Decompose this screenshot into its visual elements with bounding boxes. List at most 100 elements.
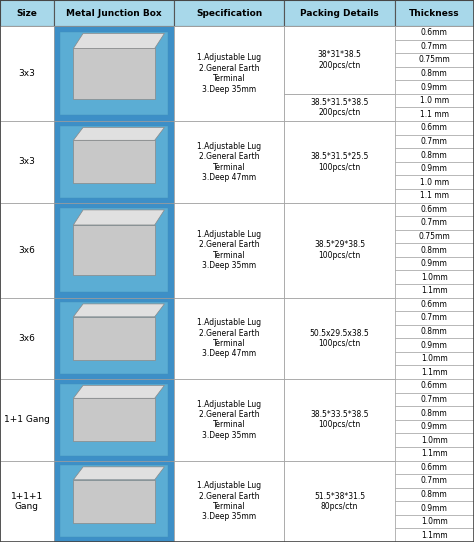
Text: 0.6mm: 0.6mm xyxy=(421,463,448,472)
Text: 0.6mm: 0.6mm xyxy=(421,28,448,37)
Bar xyxy=(394,420,474,434)
Text: 38.5*31.5*25.5
100pcs/ctn: 38.5*31.5*25.5 100pcs/ctn xyxy=(310,152,369,171)
Text: Size: Size xyxy=(17,9,37,17)
Bar xyxy=(73,480,155,523)
Bar xyxy=(0,121,54,203)
Bar xyxy=(394,121,474,134)
Bar xyxy=(284,26,394,94)
Bar xyxy=(284,203,394,298)
Text: Packing Details: Packing Details xyxy=(300,9,379,17)
Bar xyxy=(54,203,174,298)
Bar xyxy=(60,208,168,292)
Text: 0.8mm: 0.8mm xyxy=(421,151,447,159)
Text: 0.8mm: 0.8mm xyxy=(421,490,447,499)
Text: 38*31*38.5
200pcs/ctn: 38*31*38.5 200pcs/ctn xyxy=(318,50,361,70)
Text: 0.9mm: 0.9mm xyxy=(421,82,448,92)
Bar xyxy=(60,466,168,537)
Bar xyxy=(394,270,474,284)
Bar xyxy=(394,230,474,243)
Text: 1.0 mm: 1.0 mm xyxy=(419,178,449,186)
Text: 1.1 mm: 1.1 mm xyxy=(420,191,449,200)
Text: 1.0mm: 1.0mm xyxy=(421,273,447,282)
Text: 1.1mm: 1.1mm xyxy=(421,368,447,377)
Polygon shape xyxy=(73,34,164,48)
Bar xyxy=(394,26,474,40)
Text: 0.7mm: 0.7mm xyxy=(421,42,448,51)
Bar xyxy=(60,302,168,374)
Text: 50.5x29.5x38.5
100pcs/ctn: 50.5x29.5x38.5 100pcs/ctn xyxy=(310,328,369,348)
Text: 51.5*38*31.5
80pcs/ctn: 51.5*38*31.5 80pcs/ctn xyxy=(314,492,365,511)
Bar xyxy=(394,67,474,80)
Bar xyxy=(73,317,155,360)
Text: 1.1 mm: 1.1 mm xyxy=(420,110,449,119)
Text: 1+1 Gang: 1+1 Gang xyxy=(4,415,50,424)
Text: 38.5*31.5*38.5
200pcs/ctn: 38.5*31.5*38.5 200pcs/ctn xyxy=(310,98,369,117)
Bar xyxy=(174,203,284,298)
Text: 3x3: 3x3 xyxy=(18,69,36,78)
Bar xyxy=(394,243,474,257)
Bar xyxy=(174,461,284,542)
Polygon shape xyxy=(73,210,164,225)
Bar xyxy=(394,501,474,515)
Text: 0.6mm: 0.6mm xyxy=(421,300,448,309)
Bar xyxy=(394,338,474,352)
Text: 0.6mm: 0.6mm xyxy=(421,382,448,390)
Bar xyxy=(394,311,474,325)
Bar xyxy=(54,26,174,121)
Text: 1.Adjustable Lug
2.General Earth
Terminal
3.Deep 35mm: 1.Adjustable Lug 2.General Earth Termina… xyxy=(197,54,261,94)
Bar xyxy=(54,461,174,542)
Bar xyxy=(394,447,474,461)
Text: 0.7mm: 0.7mm xyxy=(421,218,448,228)
Text: 0.8mm: 0.8mm xyxy=(421,327,447,336)
Bar xyxy=(174,0,284,26)
Bar xyxy=(284,379,394,461)
Text: 0.9mm: 0.9mm xyxy=(421,422,448,431)
Text: 1.0mm: 1.0mm xyxy=(421,436,447,444)
Bar xyxy=(394,474,474,488)
Bar xyxy=(73,48,155,99)
Text: 0.9mm: 0.9mm xyxy=(421,504,448,513)
Bar xyxy=(0,461,54,542)
Text: Thickness: Thickness xyxy=(409,9,460,17)
Bar xyxy=(174,379,284,461)
Bar xyxy=(394,0,474,26)
Text: 0.8mm: 0.8mm xyxy=(421,69,447,78)
Bar xyxy=(174,121,284,203)
Text: 0.6mm: 0.6mm xyxy=(421,205,448,214)
Text: 0.7mm: 0.7mm xyxy=(421,137,448,146)
Text: 38.5*33.5*38.5
100pcs/ctn: 38.5*33.5*38.5 100pcs/ctn xyxy=(310,410,369,429)
Bar xyxy=(284,461,394,542)
Bar xyxy=(394,40,474,53)
Bar xyxy=(284,298,394,379)
Text: 1.1mm: 1.1mm xyxy=(421,449,447,458)
Bar xyxy=(284,121,394,203)
Text: 1.1mm: 1.1mm xyxy=(421,531,447,540)
Bar xyxy=(54,121,174,203)
Bar xyxy=(394,162,474,176)
Text: 1.Adjustable Lug
2.General Earth
Terminal
3.Deep 35mm: 1.Adjustable Lug 2.General Earth Termina… xyxy=(197,399,261,440)
Bar xyxy=(394,176,474,189)
Text: 1.Adjustable Lug
2.General Earth
Terminal
3.Deep 47mm: 1.Adjustable Lug 2.General Earth Termina… xyxy=(197,141,261,182)
Text: 1.0mm: 1.0mm xyxy=(421,517,447,526)
Bar xyxy=(54,379,174,461)
Bar xyxy=(394,94,474,107)
Polygon shape xyxy=(73,127,164,140)
Text: 3x6: 3x6 xyxy=(18,246,36,255)
Text: 1.Adjustable Lug
2.General Earth
Terminal
3.Deep 35mm: 1.Adjustable Lug 2.General Earth Termina… xyxy=(197,481,261,521)
Bar xyxy=(73,225,155,275)
Text: 1+1+1
Gang: 1+1+1 Gang xyxy=(11,492,43,511)
Bar xyxy=(394,134,474,148)
Bar xyxy=(394,461,474,474)
Text: 0.75mm: 0.75mm xyxy=(419,55,450,64)
Bar xyxy=(394,189,474,203)
Polygon shape xyxy=(73,304,164,317)
Bar xyxy=(54,0,174,26)
Bar xyxy=(394,107,474,121)
Bar xyxy=(0,379,54,461)
Text: 0.7mm: 0.7mm xyxy=(421,395,448,404)
Bar xyxy=(284,0,394,26)
Bar xyxy=(394,406,474,420)
Text: 1.1mm: 1.1mm xyxy=(421,286,447,295)
Text: 1.Adjustable Lug
2.General Earth
Terminal
3.Deep 47mm: 1.Adjustable Lug 2.General Earth Termina… xyxy=(197,318,261,358)
Bar xyxy=(394,298,474,311)
